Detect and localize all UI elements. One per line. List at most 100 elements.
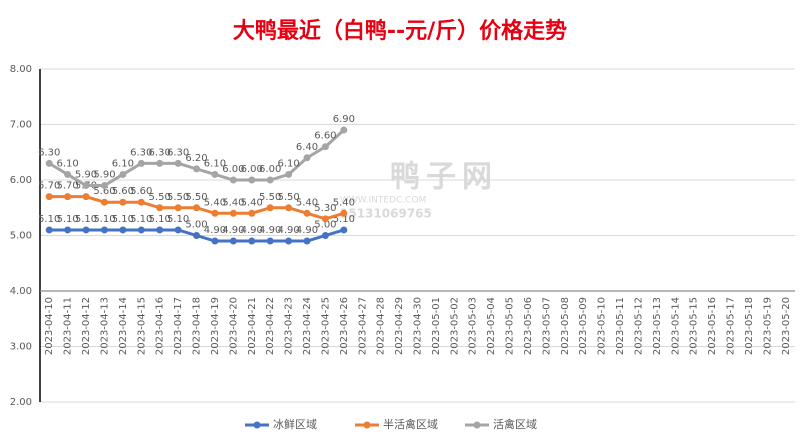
x-tick-label: 2023-04-21 xyxy=(247,297,258,355)
point xyxy=(285,237,293,245)
y-tick-label: 4.00 xyxy=(10,286,32,297)
x-tick-label: 2023-04-26 xyxy=(339,297,350,355)
point xyxy=(82,226,90,234)
data-label: 5.10 xyxy=(149,214,171,225)
legend-label: 半活禽区域 xyxy=(383,417,438,431)
watermark-text: WWW.INTEDC.COM xyxy=(340,196,426,206)
data-label: 4.90 xyxy=(259,225,281,236)
point xyxy=(211,237,219,245)
x-tick-label: 2023-04-25 xyxy=(320,297,331,355)
point xyxy=(321,143,329,151)
point xyxy=(303,154,311,162)
data-label: 6.40 xyxy=(296,142,318,153)
x-tick-label: 2023-04-11 xyxy=(63,297,74,355)
point xyxy=(156,226,164,234)
point xyxy=(340,126,348,134)
point xyxy=(193,204,201,212)
legend-marker xyxy=(473,421,481,429)
y-tick-label: 2.00 xyxy=(10,397,32,408)
x-tick-label: 2023-05-09 xyxy=(578,297,589,355)
x-tick-label: 2023-05-20 xyxy=(781,297,792,355)
x-tick-label: 2023-04-18 xyxy=(192,297,203,355)
data-label: 5.40 xyxy=(241,197,263,208)
data-label: 6.20 xyxy=(185,153,207,164)
x-tick-label: 2023-04-28 xyxy=(376,297,387,355)
data-label: 5.50 xyxy=(185,192,207,203)
data-label: 6.00 xyxy=(222,164,244,175)
x-tick-label: 2023-05-08 xyxy=(560,297,571,355)
point xyxy=(266,204,274,212)
point xyxy=(100,198,108,206)
x-tick-label: 2023-05-19 xyxy=(762,297,773,355)
x-tick-label: 2023-05-16 xyxy=(707,297,718,355)
series: 5.105.105.105.105.105.105.105.105.004.90… xyxy=(38,214,355,245)
point xyxy=(248,237,256,245)
data-label: 6.00 xyxy=(259,164,281,175)
point xyxy=(174,159,182,167)
x-tick-label: 2023-05-12 xyxy=(633,297,644,355)
point xyxy=(303,209,311,217)
data-label: 5.50 xyxy=(277,192,299,203)
point xyxy=(266,176,274,184)
data-label: 6.10 xyxy=(56,158,78,169)
data-label: 6.10 xyxy=(112,158,134,169)
point xyxy=(211,209,219,217)
y-tick-label: 7.00 xyxy=(10,120,32,131)
data-label: 6.30 xyxy=(38,147,60,158)
data-label: 5.70 xyxy=(38,181,60,192)
point xyxy=(45,193,53,201)
data-label: 5.00 xyxy=(185,220,207,231)
point xyxy=(229,176,237,184)
x-tick-label: 2023-05-17 xyxy=(726,297,737,355)
data-label: 5.70 xyxy=(56,181,78,192)
x-tick-label: 2023-05-10 xyxy=(597,297,608,355)
point xyxy=(229,237,237,245)
y-tick-label: 5.00 xyxy=(10,231,32,242)
x-tick-label: 2023-05-15 xyxy=(689,297,700,355)
data-label: 6.10 xyxy=(277,158,299,169)
x-tick-label: 2023-04-24 xyxy=(302,297,313,355)
point xyxy=(45,159,53,167)
data-label: 6.00 xyxy=(241,164,263,175)
watermark: 鸭子网 WWW.INTEDC.COM 15131069765 xyxy=(340,160,492,221)
point xyxy=(303,237,311,245)
point xyxy=(119,198,127,206)
y-tick-label: 6.00 xyxy=(10,175,32,186)
data-label: 4.90 xyxy=(222,225,244,236)
point xyxy=(82,182,90,190)
x-tick-label: 2023-04-12 xyxy=(81,297,92,355)
data-label: 4.90 xyxy=(296,225,318,236)
x-tick-label: 2023-05-01 xyxy=(431,297,442,355)
x-tick-label: 2023-05-06 xyxy=(523,297,534,355)
point xyxy=(64,170,72,178)
x-tick-label: 2023-04-19 xyxy=(210,297,221,355)
watermark-text: 15131069765 xyxy=(340,207,432,221)
point xyxy=(193,232,201,239)
x-tick-label: 2023-05-11 xyxy=(615,297,626,355)
legend-marker xyxy=(253,421,261,429)
data-label: 6.30 xyxy=(130,147,152,158)
data-label: 6.30 xyxy=(149,147,171,158)
point xyxy=(100,226,108,234)
point xyxy=(45,226,53,234)
point xyxy=(137,226,145,234)
point xyxy=(137,159,145,167)
x-tick-label: 2023-04-10 xyxy=(44,297,55,355)
data-label: 5.10 xyxy=(56,214,78,225)
x-tick-label: 2023-05-14 xyxy=(670,297,681,355)
point xyxy=(248,209,256,217)
x-tick-label: 2023-04-22 xyxy=(265,297,276,355)
x-tick-label: 2023-05-18 xyxy=(744,297,755,355)
x-tick-label: 2023-04-23 xyxy=(284,297,295,355)
x-tick-label: 2023-04-27 xyxy=(357,297,368,355)
x-tick-label: 2023-04-14 xyxy=(118,297,129,355)
data-label: 5.60 xyxy=(93,186,115,197)
x-tick-label: 2023-05-04 xyxy=(486,297,497,355)
data-label: 6.60 xyxy=(314,131,336,142)
y-tick-label: 3.00 xyxy=(10,342,32,353)
point xyxy=(340,209,348,217)
x-tick-label: 2023-05-02 xyxy=(449,297,460,355)
data-label: 5.30 xyxy=(314,203,336,214)
point xyxy=(174,204,182,212)
data-label: 5.60 xyxy=(112,186,134,197)
